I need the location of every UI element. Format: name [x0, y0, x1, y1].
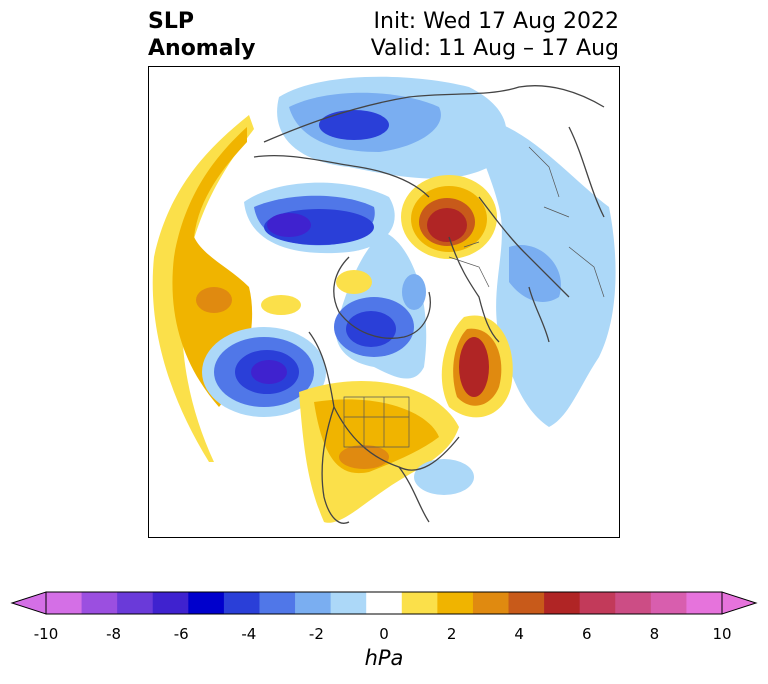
negative-anomaly-subtropical-atlantic [414, 459, 474, 495]
colorbar-segment [259, 592, 296, 614]
colorbar-segment [650, 592, 687, 614]
map-panel [148, 66, 620, 538]
positive-anomaly-bering [261, 295, 301, 315]
colorbar-segment [295, 592, 332, 614]
negative-anomaly-siberia [244, 76, 507, 254]
colorbar-segment [401, 592, 438, 614]
colorbar-tick-label: 0 [379, 625, 389, 643]
colorbar-segment [472, 592, 510, 614]
negative-anomaly-eurasia [476, 117, 616, 427]
init-date: Init: Wed 17 Aug 2022 [373, 9, 619, 34]
colorbar-segments [46, 592, 723, 614]
colorbar-segment [508, 592, 545, 614]
colorbar [10, 591, 758, 615]
colorbar-segment [579, 592, 616, 614]
plot-title-right: Init: Wed 17 Aug 2022 Valid: 11 Aug – 17… [371, 8, 619, 62]
colorbar-tick-label: -8 [106, 625, 122, 643]
colorbar-segment [686, 592, 723, 614]
colorbar-unit-label: hPa [364, 646, 404, 670]
plot-title-left: SLP Anomaly [148, 8, 255, 62]
colorbar-segment [544, 592, 581, 614]
colorbar-tick-label: -6 [173, 625, 189, 643]
positive-anomaly-hudson [336, 270, 372, 294]
negative-anomaly-arctic [334, 232, 427, 379]
country-borders [343, 146, 605, 448]
colorbar-tick-label: 4 [514, 625, 524, 643]
valid-range: Valid: 11 Aug – 17 Aug [370, 36, 619, 61]
colorbar-segment [152, 592, 189, 614]
colorbar-tick-label: 10 [712, 625, 732, 643]
colorbar-tick-label: 2 [446, 625, 457, 643]
colorbar-tick-label: -2 [308, 625, 324, 643]
colorbar-tick-label: 8 [649, 625, 660, 643]
colorbar-under-arrow [10, 591, 47, 615]
colorbar-segment [223, 592, 260, 614]
colorbar-segment [46, 592, 83, 614]
colorbar-segment [615, 592, 652, 614]
colorbar-segment [117, 592, 154, 614]
title-variable: SLP [148, 9, 194, 34]
colorbar-tick-label: -4 [241, 625, 257, 643]
positive-anomaly-atlantic [441, 315, 513, 418]
colorbar-segment [188, 592, 225, 614]
colorbar-over-arrow [721, 591, 758, 615]
coastlines [253, 85, 605, 524]
colorbar-tick-label: 6 [582, 625, 592, 643]
colorbar-segment [437, 592, 474, 614]
colorbar-segment [366, 592, 403, 614]
title-type: Anomaly [148, 36, 256, 61]
colorbar-outline [45, 591, 723, 615]
colorbar-tick-label: -10 [33, 625, 59, 643]
colorbar-segment [330, 592, 367, 614]
colorbar-segment [81, 592, 118, 614]
positive-anomaly-europe [401, 175, 497, 259]
negative-anomaly-gulf-of-alaska [202, 327, 326, 417]
slp-anomaly-map [152, 76, 616, 524]
